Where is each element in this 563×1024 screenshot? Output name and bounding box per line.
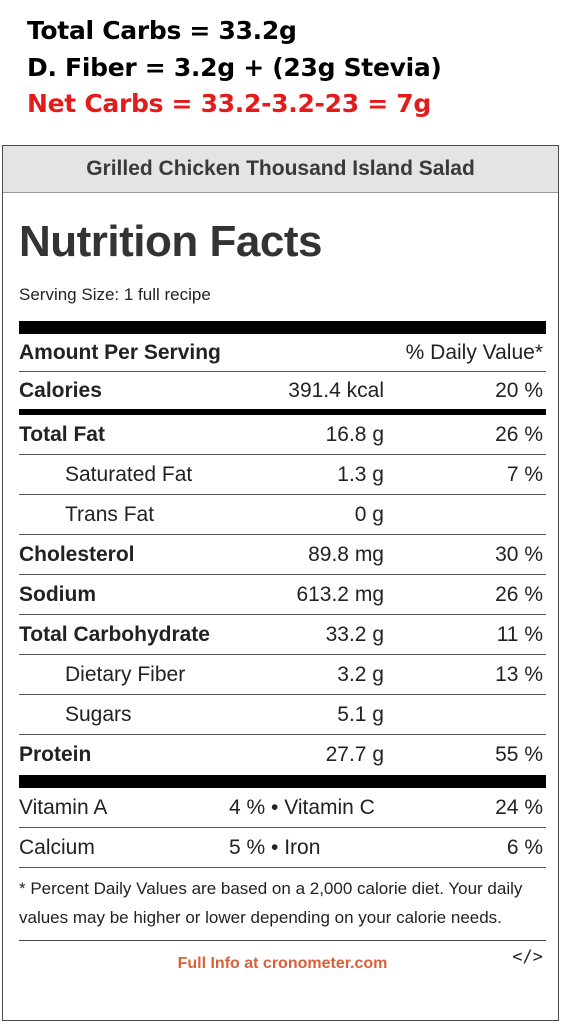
thick-divider: [19, 321, 546, 334]
fiber-note: D. Fiber = 3.2g + (23g Stevia): [27, 53, 442, 82]
nutrient-name: Sodium: [19, 582, 96, 606]
daily-value-footnote: * Percent Daily Values are based on a 2,…: [19, 874, 546, 941]
nutrient-dv: 7 %: [506, 462, 543, 486]
nutrient-amount: 613.2 mg: [296, 582, 384, 606]
nutrient-amount: 33.2 g: [325, 622, 384, 646]
cronometer-link[interactable]: Full Info at cronometer.com: [177, 955, 388, 972]
nutrient-amount: 5.1 g: [337, 702, 384, 726]
nutrient-row-dietary-fiber: Dietary Fiber 3.2 g 13 %: [19, 655, 546, 695]
vitamin-value-2: 24 %: [495, 795, 543, 819]
nutrient-row-total-fat: Total Fat 16.8 g 26 %: [19, 415, 546, 455]
nutrient-dv: 13 %: [495, 662, 543, 686]
vitamin-name: Vitamin A: [19, 795, 108, 819]
nutrient-amount: 89.8 mg: [308, 542, 384, 566]
nutrient-dv: 11 %: [496, 622, 543, 646]
vitamin-row: Vitamin A 4 % • Vitamin C 24 %: [19, 788, 546, 828]
nutrient-amount: 1.3 g: [337, 462, 384, 486]
nutrition-facts-title: Nutrition Facts: [19, 217, 322, 266]
nutrient-name: Total Carbohydrate: [19, 622, 210, 646]
thick-divider: [19, 775, 546, 788]
calories-row: Calories 391.4 kcal 20 %: [19, 372, 546, 415]
nutrient-row-saturated-fat: Saturated Fat 1.3 g 7 %: [19, 455, 546, 495]
nutrient-dv: 20 %: [495, 378, 543, 402]
daily-value-header: % Daily Value*: [405, 340, 543, 364]
nutrient-name: Total Fat: [19, 422, 105, 446]
net-carbs-note: Net Carbs = 33.2-3.2-23 = 7g: [27, 89, 431, 118]
embed-code-icon[interactable]: </>: [512, 947, 543, 967]
nutrient-name: Saturated Fat: [65, 462, 193, 486]
recipe-title: Grilled Chicken Thousand Island Salad: [3, 146, 558, 193]
nutrition-label: Grilled Chicken Thousand Island Salad Nu…: [2, 145, 559, 1021]
nutrient-amount: 16.8 g: [325, 422, 384, 446]
vitamin-value: 5 % • Iron: [229, 835, 321, 859]
nutrient-row-cholesterol: Cholesterol 89.8 mg 30 %: [19, 535, 546, 575]
nutrient-row-sodium: Sodium 613.2 mg 26 %: [19, 575, 546, 615]
vitamin-name: Calcium: [19, 835, 95, 859]
nutrient-row-protein: Protein 27.7 g 55 %: [19, 735, 546, 775]
nutrient-name: Sugars: [65, 702, 132, 726]
vitamin-value-2: 6 %: [506, 835, 543, 859]
serving-size: Serving Size: 1 full recipe: [19, 285, 211, 304]
nutrient-amount: 391.4 kcal: [288, 378, 384, 402]
nutrient-name: Calories: [19, 378, 102, 402]
vitamin-value: 4 % • Vitamin C: [229, 795, 375, 819]
nutrient-dv: 26 %: [495, 422, 543, 446]
nutrient-amount: 0 g: [354, 502, 384, 526]
nutrient-name: Dietary Fiber: [65, 662, 186, 686]
amount-header-row: Amount Per Serving % Daily Value*: [19, 334, 546, 372]
label-footer: Full Info at cronometer.com </>: [19, 941, 546, 981]
label-body: Nutrition Facts Serving Size: 1 full rec…: [19, 193, 546, 981]
total-carbs-note: Total Carbs = 33.2g: [27, 16, 297, 45]
nutrient-name: Cholesterol: [19, 542, 135, 566]
nutrient-amount: 27.7 g: [325, 743, 384, 766]
nutrient-dv: 26 %: [495, 582, 543, 606]
nutrient-row-trans-fat: Trans Fat 0 g: [19, 495, 546, 535]
nutrient-dv: 30 %: [495, 542, 543, 566]
nutrient-row-sugars: Sugars 5.1 g: [19, 695, 546, 735]
nutrient-amount: 3.2 g: [337, 662, 384, 686]
nutrient-name: Protein: [19, 743, 92, 766]
nutrient-row-total-carbohydrate: Total Carbohydrate 33.2 g 11 %: [19, 615, 546, 655]
nutrient-dv: 55 %: [495, 743, 543, 766]
amount-per-serving-label: Amount Per Serving: [19, 340, 221, 364]
vitamin-row: Calcium 5 % • Iron 6 %: [19, 828, 546, 868]
nutrient-name: Trans Fat: [65, 502, 155, 526]
